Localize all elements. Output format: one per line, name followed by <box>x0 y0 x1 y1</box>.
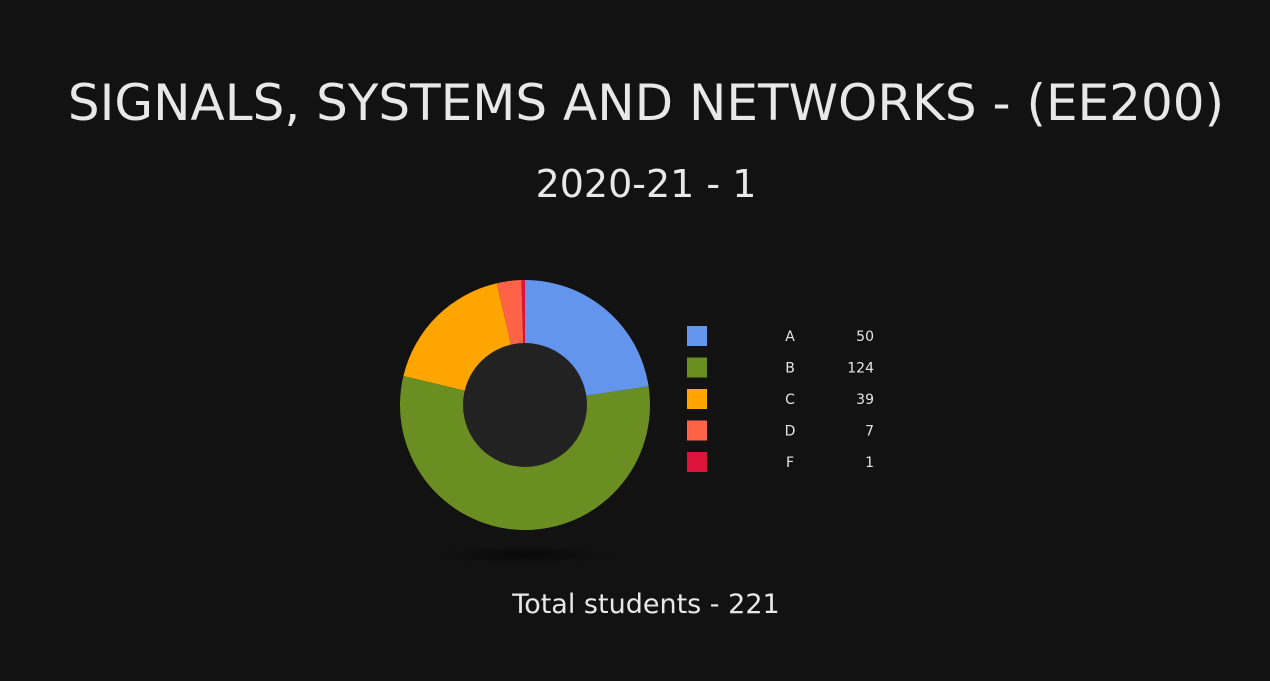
legend-label: C <box>785 392 795 408</box>
legend-swatch <box>687 389 707 409</box>
legend-label: D <box>785 424 796 440</box>
page-subtitle: 2020-21 - 1 <box>535 162 757 206</box>
legend-swatch <box>687 357 707 378</box>
legend-item-b[interactable]: B 124 <box>687 357 874 378</box>
total-value: 221 <box>728 589 780 620</box>
legend-count: 50 <box>856 329 874 345</box>
legend-count: 39 <box>856 392 874 408</box>
page-title: SIGNALS, SYSTEMS AND NETWORKS - (EE200) <box>67 74 1225 132</box>
legend-label: F <box>786 455 794 471</box>
legend-label: A <box>785 329 795 345</box>
legend-swatch <box>687 326 707 346</box>
donut-hole <box>463 343 587 467</box>
legend-count: 7 <box>865 424 874 440</box>
total-students: Total students - 221 <box>0 585 1270 625</box>
legend-swatch <box>687 452 707 472</box>
legend-item-c[interactable]: C 39 <box>687 389 874 409</box>
chart-shadow <box>430 546 620 564</box>
legend-count: 124 <box>847 361 874 377</box>
legend-label: B <box>785 361 795 377</box>
legend-item-a[interactable]: A 50 <box>687 326 874 346</box>
legend-count: 1 <box>865 455 874 471</box>
total-label: Total students - <box>512 589 729 620</box>
legend-swatch <box>687 420 707 441</box>
